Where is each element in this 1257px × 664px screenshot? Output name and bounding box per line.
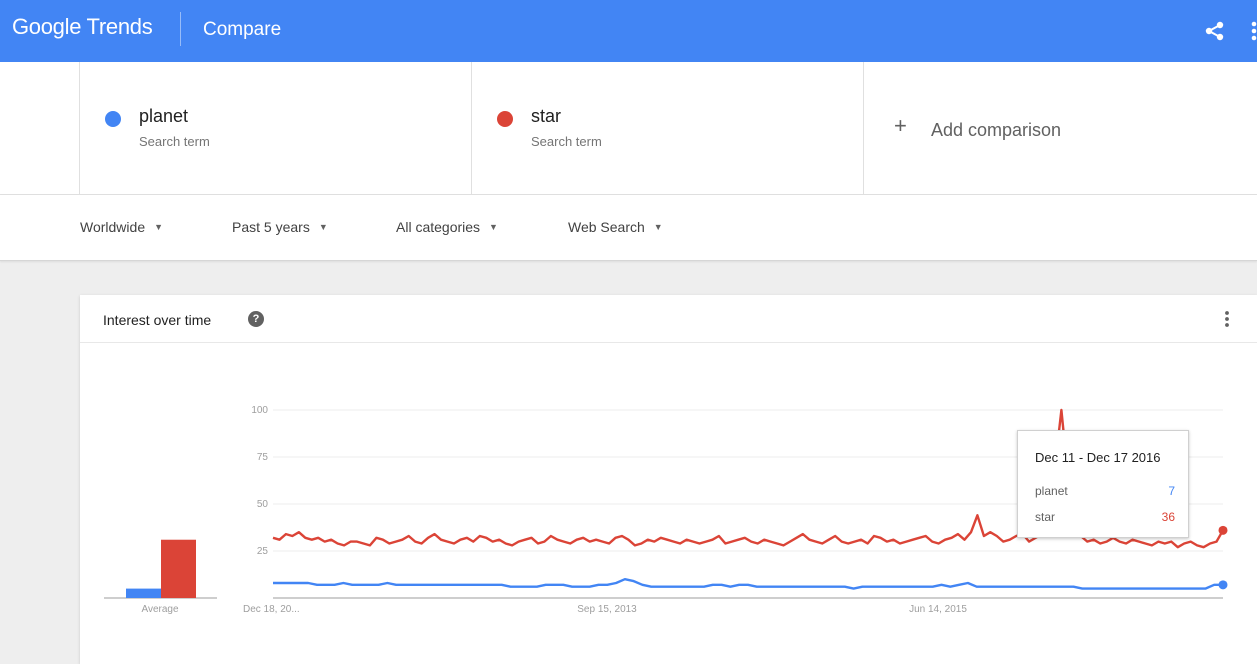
- dropdown-caret-icon: ▼: [154, 222, 164, 232]
- card-title: Interest over time: [103, 312, 212, 328]
- search-term-planet[interactable]: planet Search term: [79, 62, 471, 194]
- term-type: Search term: [531, 134, 602, 149]
- dropdown-caret-icon: ▼: [318, 222, 328, 232]
- tooltip-row-planet: planet 7: [1035, 484, 1175, 498]
- help-icon[interactable]: ?: [248, 311, 264, 327]
- filter-label: Past 5 years: [232, 219, 310, 235]
- tooltip-series-name: star: [1035, 510, 1056, 524]
- add-comparison-label: Add comparison: [931, 120, 1062, 140]
- tooltip-date: Dec 11 - Dec 17 2016: [1035, 450, 1161, 465]
- tooltip-row-star: star 36: [1035, 510, 1175, 524]
- filter-label: All categories: [396, 219, 481, 235]
- add-comparison-button[interactable]: + Add comparison: [863, 62, 1257, 194]
- tooltip-series-value: 36: [1161, 510, 1175, 524]
- share-icon[interactable]: [1202, 18, 1228, 44]
- card-header: Interest over time ?: [80, 295, 1257, 343]
- star-color-dot: [497, 111, 513, 127]
- dropdown-caret-icon: ▼: [653, 222, 663, 232]
- google-trends-logo[interactable]: Google Trends: [12, 14, 153, 39]
- tooltip-series-value: 7: [1168, 484, 1175, 498]
- more-menu-icon[interactable]: [1246, 17, 1257, 45]
- term-type: Search term: [139, 134, 210, 149]
- planet-color-dot: [105, 111, 121, 127]
- term-name: planet: [139, 106, 189, 126]
- header-divider: [180, 12, 181, 46]
- filter-label: Web Search: [568, 219, 645, 235]
- top-app-bar: Google Trends Compare: [0, 0, 1257, 62]
- filter-label: Worldwide: [80, 219, 146, 235]
- time-range-filter-dropdown[interactable]: Past 5 years ▼: [232, 219, 328, 235]
- location-filter-dropdown[interactable]: Worldwide ▼: [80, 219, 163, 235]
- dropdown-caret-icon: ▼: [489, 222, 498, 232]
- search-term-star[interactable]: star Search term: [471, 62, 863, 194]
- filter-bar: Worldwide ▼ Past 5 years ▼ All categories ▼…: [0, 195, 1257, 261]
- chart-tooltip: Dec 11 - Dec 17 2016 planet 7 star 36: [1017, 430, 1189, 538]
- term-name: star: [531, 106, 562, 126]
- page-title: Compare: [203, 19, 282, 40]
- tooltip-series-name: planet: [1035, 484, 1068, 498]
- card-menu-icon[interactable]: [1218, 308, 1236, 330]
- search-type-filter-dropdown[interactable]: Web Search ▼: [568, 219, 663, 235]
- plus-icon: +: [894, 113, 907, 138]
- comparison-terms-row: planet Search term star Search term + Ad…: [0, 62, 1257, 195]
- category-filter-dropdown[interactable]: All categories ▼: [396, 219, 498, 235]
